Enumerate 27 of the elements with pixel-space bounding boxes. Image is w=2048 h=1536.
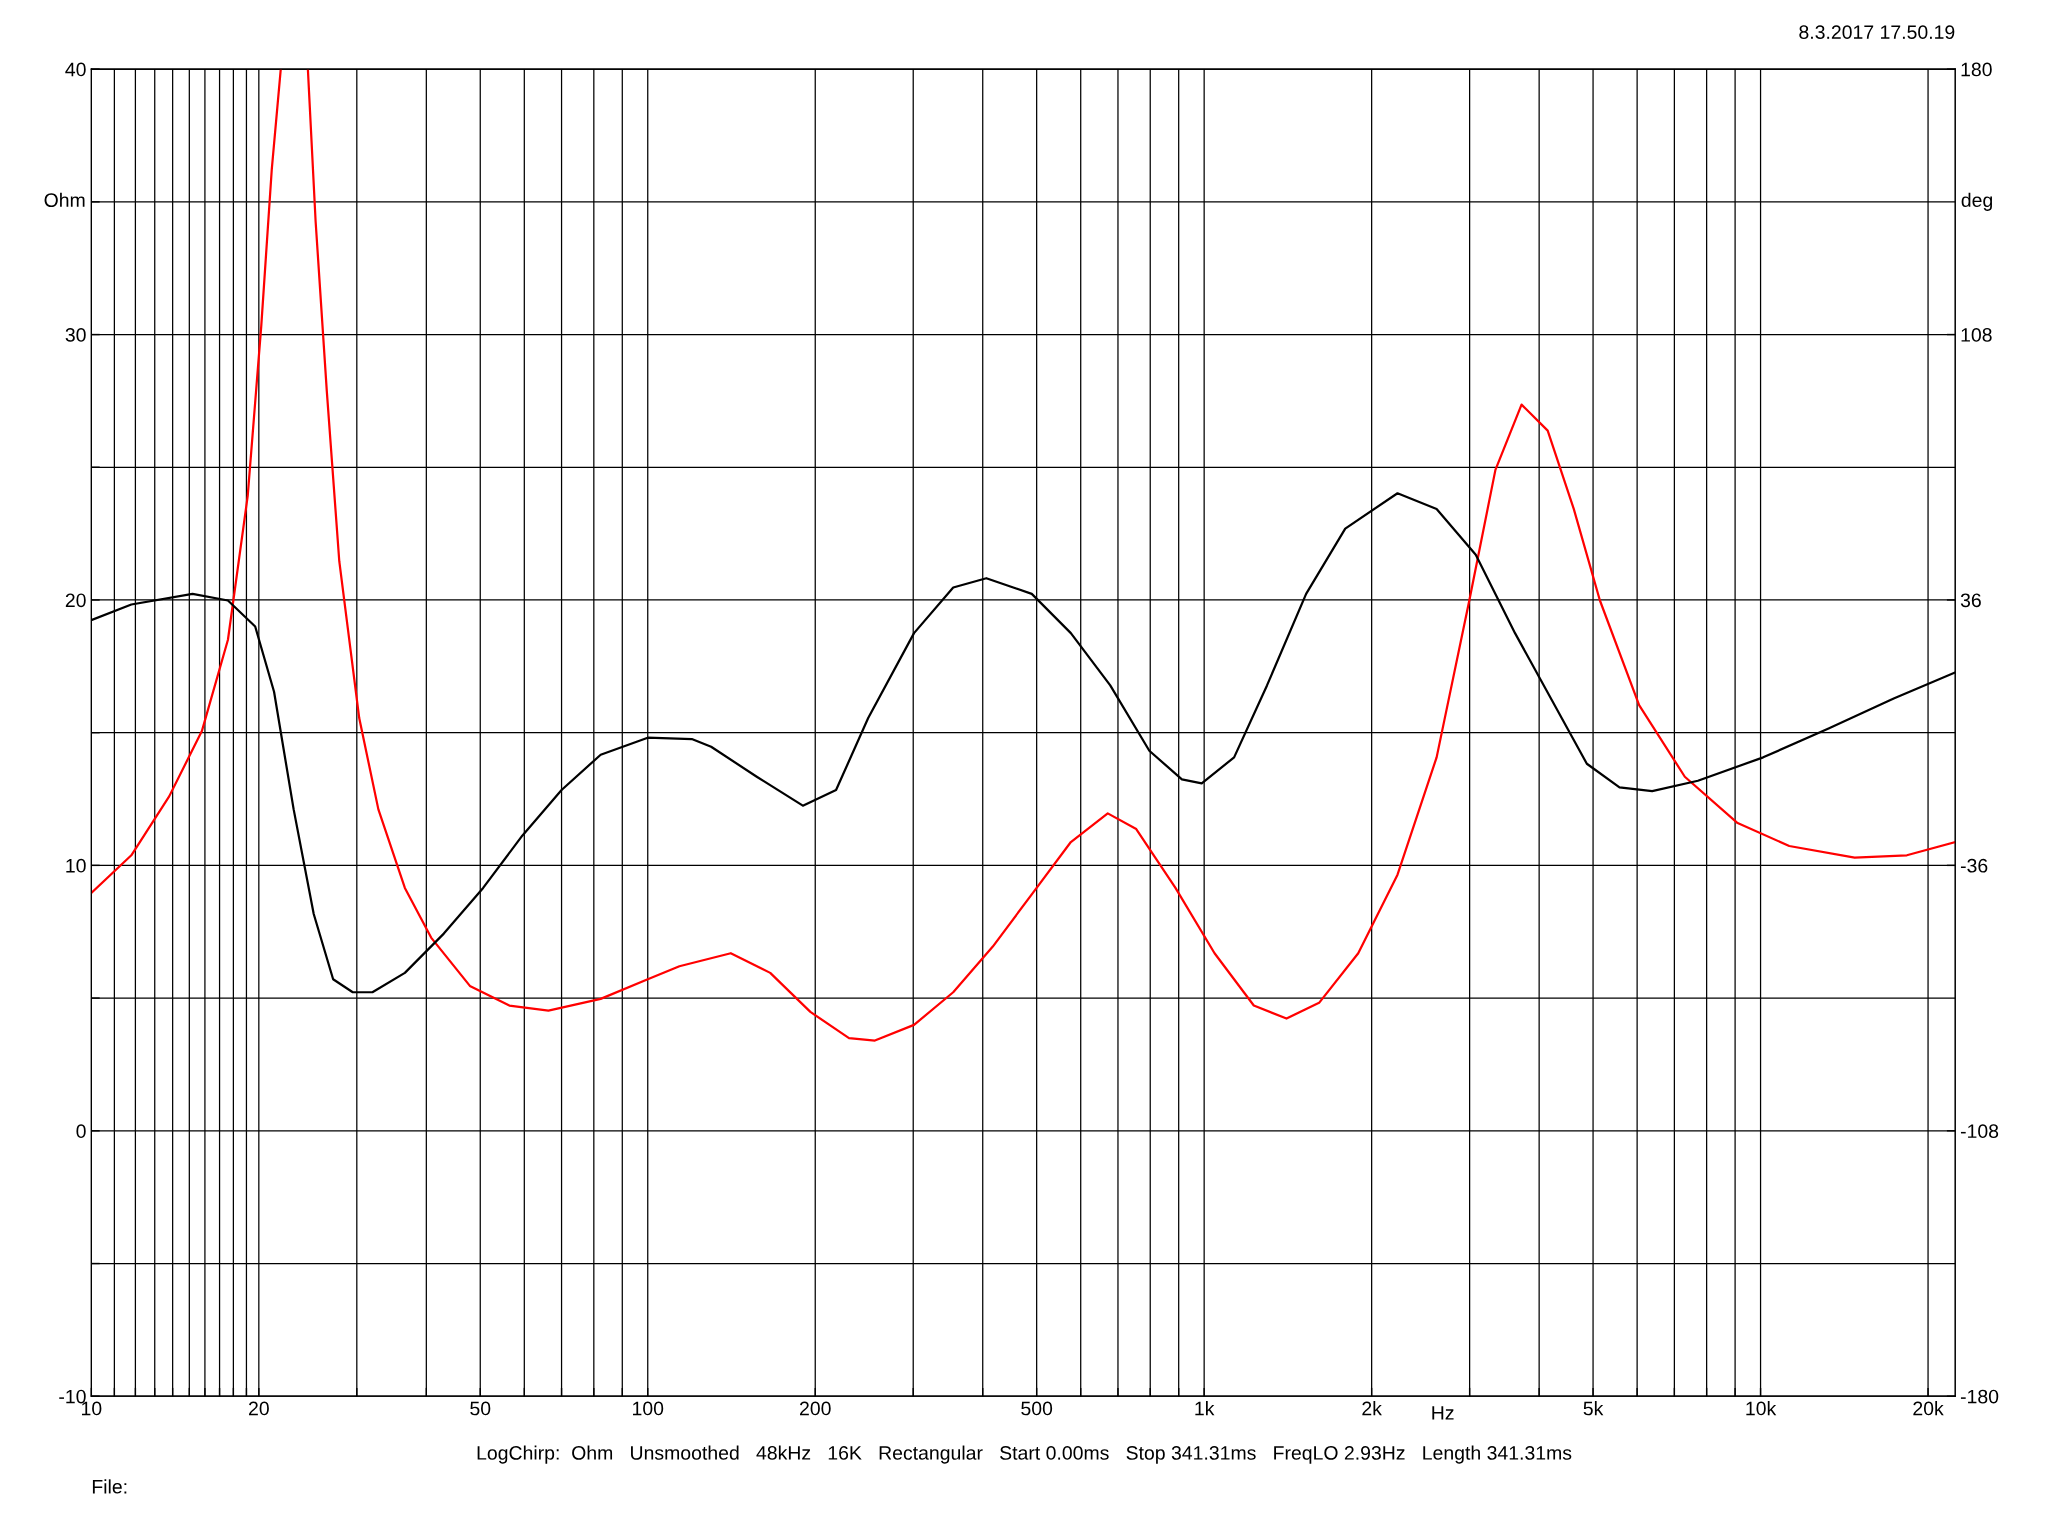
x-tick-label: 2k (1362, 1401, 1382, 1416)
y2-tick-label: -108 (1960, 1124, 1999, 1139)
y2-tick-label: -36 (1960, 858, 1988, 873)
y-tick-label: 40 (65, 62, 86, 77)
x-tick-label: 500 (1021, 1401, 1053, 1416)
text: 8.3.2017 17.50.19 (1799, 25, 1955, 40)
y-tick-label: 20 (65, 593, 86, 608)
y-tick-label: 0 (76, 1124, 86, 1139)
x-tick-label: 200 (800, 1401, 831, 1416)
x-tick-label: 20 (249, 1401, 269, 1416)
y-tick-label: 30 (65, 328, 86, 342)
x-tick-label: 100 (633, 1401, 664, 1416)
y-tick-label: 10 (66, 858, 86, 873)
y2-tick-label: 36 (1960, 593, 1981, 608)
y2-axis-title: deg (1961, 192, 1993, 211)
x-axis-title: Hz (1432, 1406, 1454, 1420)
x-tick-label: 5k (1583, 1401, 1604, 1416)
y2-tick-label: 180 (1961, 62, 1992, 77)
x-tick-label: 1k (1195, 1401, 1215, 1416)
x-tick-label: 10k (1746, 1401, 1777, 1416)
text: File: (92, 1479, 127, 1494)
x-tick-label: 20k (1913, 1401, 1944, 1416)
y-axis-title: Ohm (44, 192, 85, 208)
y2-tick-label: -180 (1960, 1389, 1999, 1404)
x-tick-label: 50 (470, 1401, 491, 1416)
y2-tick-label: 108 (1961, 328, 1992, 342)
text: LogChirp: Ohm Unsmoothed 48kHz 16K Rectangular Start 0.00ms Stop 341.31ms FreqLO 2.93Hz Length 341.31ms (477, 1445, 1572, 1464)
